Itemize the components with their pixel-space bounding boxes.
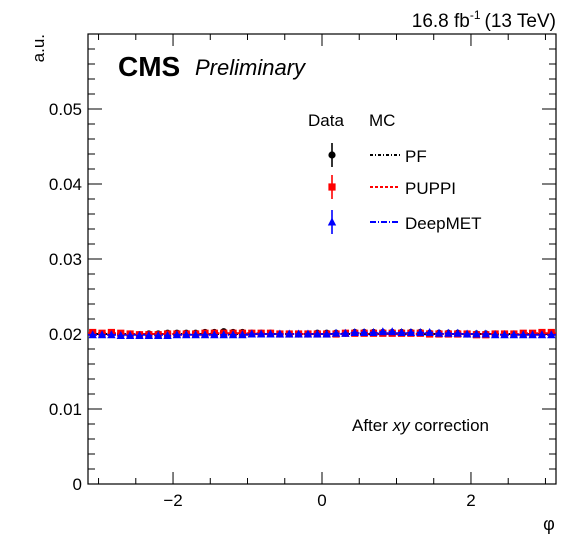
axis-ticks [88,34,556,485]
lumi-exponent: -1 [470,8,481,22]
x-axis-label: φ [543,514,555,534]
data-point-deepmet [434,328,444,337]
data-point-deepmet [294,329,303,338]
data-point-deepmet [182,330,191,339]
data-point-deepmet [341,328,350,337]
data-point-deepmet [490,330,500,339]
y-tick-label: 0.03 [49,250,82,269]
data-point-deepmet [285,329,294,338]
y-tick-label: 0 [73,475,82,494]
data-point-deepmet [107,330,116,339]
data-point-deepmet [266,329,275,338]
axis-tick-labels: −2 0 2 0 0.01 0.02 0.03 0.04 0.05 [49,100,476,510]
data-point-deepmet [219,330,228,339]
y-axis-label: a.u. [29,34,48,62]
data-point-deepmet [275,329,285,338]
legend-marker-puppi [328,183,336,191]
data-point-deepmet [331,328,341,337]
data-point-deepmet [313,329,322,338]
data-point-deepmet [547,330,556,339]
data-point-deepmet [191,330,200,339]
data-point-deepmet [378,327,388,336]
y-tick-label: 0.01 [49,400,82,419]
data-point-deepmet [500,330,509,339]
legend-header-data: Data [308,111,344,130]
legend-marker-pf [328,151,336,159]
lumi-value: 16.8 fb [412,11,470,32]
legend-marker-deepmet [327,217,337,226]
annotation-suffix: correction [410,416,489,435]
legend-header-mc: MC [369,111,395,130]
mc-line-deepmet [88,332,556,336]
data-point-deepmet [481,329,490,338]
legend-label-deepmet: DeepMET [405,214,482,233]
data-point-deepmet [359,328,369,336]
y-tick-label: 0.04 [49,175,82,194]
y-tick-label: 0.05 [49,100,82,119]
annotation-italic: xy [392,416,412,435]
correction-annotation: After xy correction [352,416,489,435]
data-point-deepmet [322,329,331,338]
data-point-deepmet [116,331,125,339]
data-point-deepmet [397,328,406,336]
lumi-label: 16.8 fb-1 (13 TeV) [412,8,556,32]
x-tick-label: −2 [163,491,182,510]
data-point-deepmet [406,328,416,336]
legend-label-puppi: PUPPI [405,179,456,198]
data-point-deepmet [125,331,135,339]
data-point-deepmet [163,331,172,339]
x-tick-label: 2 [466,491,475,510]
data-point-deepmet [303,329,313,338]
data-point-deepmet [528,330,537,339]
data-point-deepmet [172,330,182,339]
data-point-deepmet [144,331,154,339]
data-point-deepmet [238,330,247,339]
data-point-deepmet [97,330,107,339]
data-points [88,327,556,339]
data-point-deepmet [519,330,528,339]
data-point-deepmet [228,330,238,339]
legend: Data MC PF PUPPI DeepMET [308,111,482,234]
data-point-deepmet [200,330,210,339]
data-point-deepmet [88,330,97,339]
data-point-deepmet [425,328,434,336]
data-point-deepmet [247,329,256,338]
data-point-deepmet [416,328,425,336]
legend-label-pf: PF [405,147,427,166]
y-tick-label: 0.02 [49,325,82,344]
data-point-deepmet [462,329,472,338]
data-point-deepmet [256,329,266,338]
data-point-deepmet [210,330,219,339]
data-point-deepmet [537,330,547,339]
data-point-deepmet [509,330,519,339]
data-point-deepmet [472,329,481,338]
preliminary-label: Preliminary [195,55,307,80]
energy-label: (13 TeV) [485,11,556,32]
data-point-deepmet [444,328,453,337]
data-point-deepmet [154,331,163,339]
x-tick-label: 0 [317,491,326,510]
data-point-deepmet [453,328,462,337]
data-point-deepmet [369,328,378,336]
annotation-prefix: After [352,416,393,435]
data-point-deepmet [135,331,144,339]
cms-label: CMS [118,51,180,82]
data-point-deepmet [350,328,359,336]
data-point-deepmet [388,327,397,336]
